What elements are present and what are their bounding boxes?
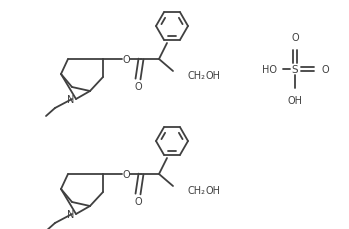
Text: O: O: [321, 65, 329, 75]
Text: CH₂: CH₂: [187, 71, 205, 81]
Text: O: O: [122, 169, 130, 179]
Text: N: N: [67, 209, 75, 219]
Text: OH: OH: [288, 95, 303, 106]
Text: OH: OH: [205, 71, 220, 81]
Text: HO: HO: [262, 65, 277, 75]
Text: CH₂: CH₂: [187, 185, 205, 195]
Text: S: S: [292, 65, 298, 75]
Text: O: O: [291, 33, 299, 43]
Text: OH: OH: [205, 185, 220, 195]
Text: O: O: [122, 55, 130, 65]
Text: N: N: [67, 95, 75, 105]
Text: O: O: [134, 82, 142, 92]
Text: O: O: [134, 196, 142, 206]
